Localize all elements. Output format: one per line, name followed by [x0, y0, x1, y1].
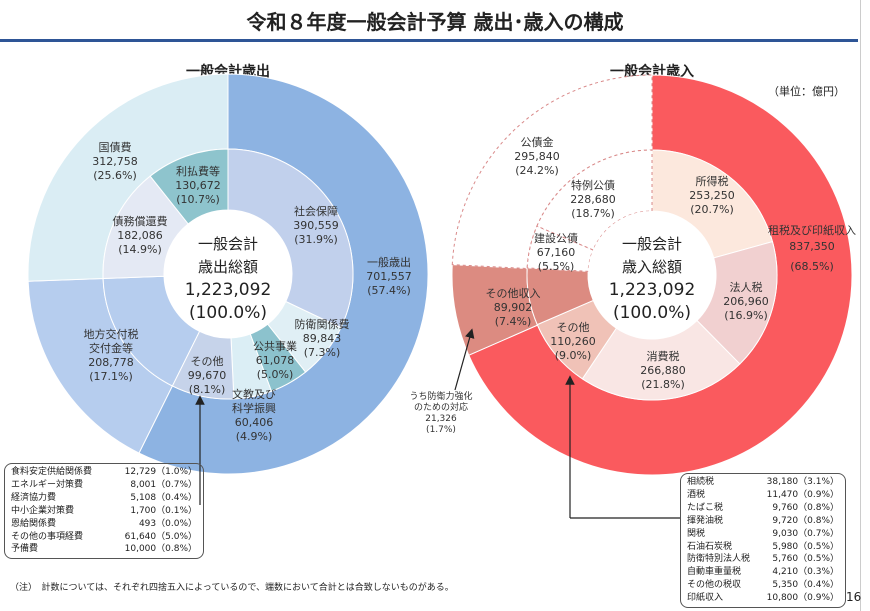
right-edge-line	[860, 0, 861, 611]
revenue-other-breakdown: 相続税 38,180（3.1%） 酒税 11,470（0.9%） たばこ税 9,760（0…	[680, 473, 846, 609]
breakdown-name: 石油石炭税	[687, 541, 733, 552]
breakdown-name: たばこ税	[687, 502, 724, 513]
breakdown-value: 10,800（0.9%）	[766, 593, 839, 604]
label-rev-other: その他 110,260 (9.0%)	[550, 321, 596, 362]
donut-hole	[164, 210, 292, 338]
breakdown-value: 4,210（0.3%）	[772, 567, 839, 578]
breakdown-name: 中小企業対策費	[11, 505, 75, 516]
breakdown-row: 食料安定供給関係費 12,729（1.0%）	[11, 466, 197, 479]
breakdown-row: 印紙収入 10,800（0.9%）	[687, 592, 839, 605]
center-line1: 一般会計	[621, 235, 682, 253]
breakdown-row: エネルギー対策費 8,001（0.7%）	[11, 479, 197, 492]
label-public-works: 公共事業 61,078 (5.0%)	[253, 340, 297, 381]
footnote: （注） 計数については、それぞれ四捨五入によっているので、端数において合計とは合…	[10, 583, 454, 593]
breakdown-value: 5,108（0.4%）	[130, 492, 197, 503]
breakdown-name: その他の税収	[687, 580, 742, 591]
breakdown-row: 防衛特別法人税 5,760（0.5%）	[687, 553, 839, 566]
center-line2: 歳入総額	[621, 258, 682, 276]
center-line1: 一般会計	[197, 235, 258, 253]
label-construction-bonds: 建設公債 67,160 (5.5%)	[534, 232, 578, 273]
expenditure-other-breakdown: 食料安定供給関係費 12,729（1.0%） エネルギー対策費 8,001（0.7%）…	[4, 463, 204, 560]
label-local-allocation: 地方交付税 交付金等 208,778 (17.1%)	[83, 328, 139, 383]
label-social-security: 社会保障 390,559 (31.9%)	[293, 205, 339, 246]
breakdown-row: 経済協力費 5,108（0.4%）	[11, 492, 197, 505]
label-interest: 利払費等 130,672 (10.7%)	[175, 165, 221, 206]
breakdown-row: 関税 9,030（0.7%）	[687, 528, 839, 541]
breakdown-value: 9,760（0.8%）	[772, 502, 839, 513]
center-value: 1,223,092	[608, 280, 696, 300]
breakdown-value: 10,000（0.8%）	[124, 544, 197, 555]
label-tax-revenue: 租税及び印紙収入 837,350 (68.5%)	[768, 224, 856, 273]
center-line2: 歳出総額	[197, 258, 258, 276]
page-number: 16	[846, 590, 862, 604]
breakdown-row: 酒税 11,470（0.9%）	[687, 489, 839, 502]
label-consumption-tax: 消費税 266,880 (21.8%)	[640, 350, 686, 391]
breakdown-row: 予備費 10,000（0.8%）	[11, 543, 197, 556]
breakdown-name: 印紙収入	[687, 593, 724, 604]
breakdown-row: 自動車重量税 4,210（0.3%）	[687, 566, 839, 579]
breakdown-name: 恩給関係費	[11, 518, 57, 529]
breakdown-row: その他の事項経費 61,640（5.0%）	[11, 531, 197, 544]
center-pct: (100.0%)	[188, 303, 268, 323]
label-debt-service: 国債費 312,758 (25.6%)	[92, 141, 138, 182]
label-defense: 防衛関係費 89,843 (7.3%)	[294, 318, 350, 359]
breakdown-name: 食料安定供給関係費	[11, 467, 93, 477]
breakdown-value: 9,030（0.7%）	[772, 528, 839, 539]
breakdown-name: 関税	[687, 528, 706, 539]
breakdown-row: 揮発油税 9,720（0.8%）	[687, 515, 839, 528]
breakdown-name: 酒税	[687, 489, 706, 500]
breakdown-name: その他の事項経費	[11, 531, 84, 542]
revenue-center: 一般会計 歳入総額 1,223,092 (100.0%)	[609, 233, 696, 325]
expenditure-center: 一般会計 歳出総額 1,223,092 (100.0%)	[185, 233, 272, 325]
breakdown-row: 相続税 38,180（3.1%）	[687, 476, 839, 489]
label-income-tax: 所得税 253,250 (20.7%)	[689, 175, 735, 216]
breakdown-name: 相続税	[687, 477, 715, 487]
label-other-revenue: その他収入 89,902 (7.4%)	[485, 287, 541, 328]
breakdown-row: 石油石炭税 5,980（0.5%）	[687, 541, 839, 554]
donut-hole	[588, 211, 716, 339]
breakdown-value: 8,001（0.7%）	[130, 479, 197, 490]
page-title: 令和８年度一般会計予算 歳出･歳入の構成	[246, 10, 624, 34]
center-value: 1,223,092	[184, 280, 272, 300]
breakdown-value: 9,720（0.8%）	[772, 515, 839, 526]
label-debt-redemption: 債務償還費 182,086 (14.9%)	[112, 215, 168, 256]
breakdown-row: 中小企業対策費 1,700（0.1%）	[11, 505, 197, 518]
center-pct: (100.0%)	[612, 303, 692, 323]
label-deficit-bonds: 特例公債 228,680 (18.7%)	[570, 179, 616, 220]
breakdown-value: 5,760（0.5%）	[772, 554, 839, 565]
breakdown-value: 1,700（0.1%）	[130, 505, 197, 516]
label-education-science: 文教及び 科学振興 60,406 (4.9%)	[232, 388, 276, 443]
breakdown-value: 12,729（1.0%）	[124, 467, 197, 477]
breakdown-name: 経済協力費	[11, 492, 57, 503]
label-bonds: 公債金 295,840 (24.2%)	[514, 136, 560, 177]
unit-label: （単位：億円）	[768, 85, 845, 98]
label-corporate-tax: 法人税 206,960 (16.9%)	[723, 281, 769, 322]
breakdown-value: 5,980（0.5%）	[772, 541, 839, 552]
breakdown-name: 揮発油税	[687, 515, 724, 526]
label-general-expenditure: 一般歳出 701,557 (57.4%)	[366, 256, 412, 297]
breakdown-name: エネルギー対策費	[11, 479, 84, 490]
breakdown-value: 11,470（0.9%）	[766, 489, 839, 500]
breakdown-name: 予備費	[11, 544, 39, 555]
defense-annotation: うち防衛力強化 のための対応 21,326 (1.7%)	[409, 392, 473, 435]
breakdown-value: 61,640（5.0%）	[124, 531, 197, 542]
breakdown-value: 493（0.0%）	[138, 518, 197, 529]
defense-annotation-arrow	[454, 328, 475, 391]
breakdown-name: 防衛特別法人税	[687, 554, 751, 565]
title-rule	[0, 39, 858, 42]
label-exp-other: その他 99,670 (8.1%)	[187, 355, 227, 396]
breakdown-name: 自動車重量税	[687, 567, 742, 578]
breakdown-row: たばこ税 9,760（0.8%）	[687, 502, 839, 515]
breakdown-row: その他の税収 5,350（0.4%）	[687, 579, 839, 592]
breakdown-value: 38,180（3.1%）	[766, 477, 839, 487]
breakdown-value: 5,350（0.4%）	[772, 580, 839, 591]
breakdown-row: 恩給関係費 493（0.0%）	[11, 518, 197, 531]
